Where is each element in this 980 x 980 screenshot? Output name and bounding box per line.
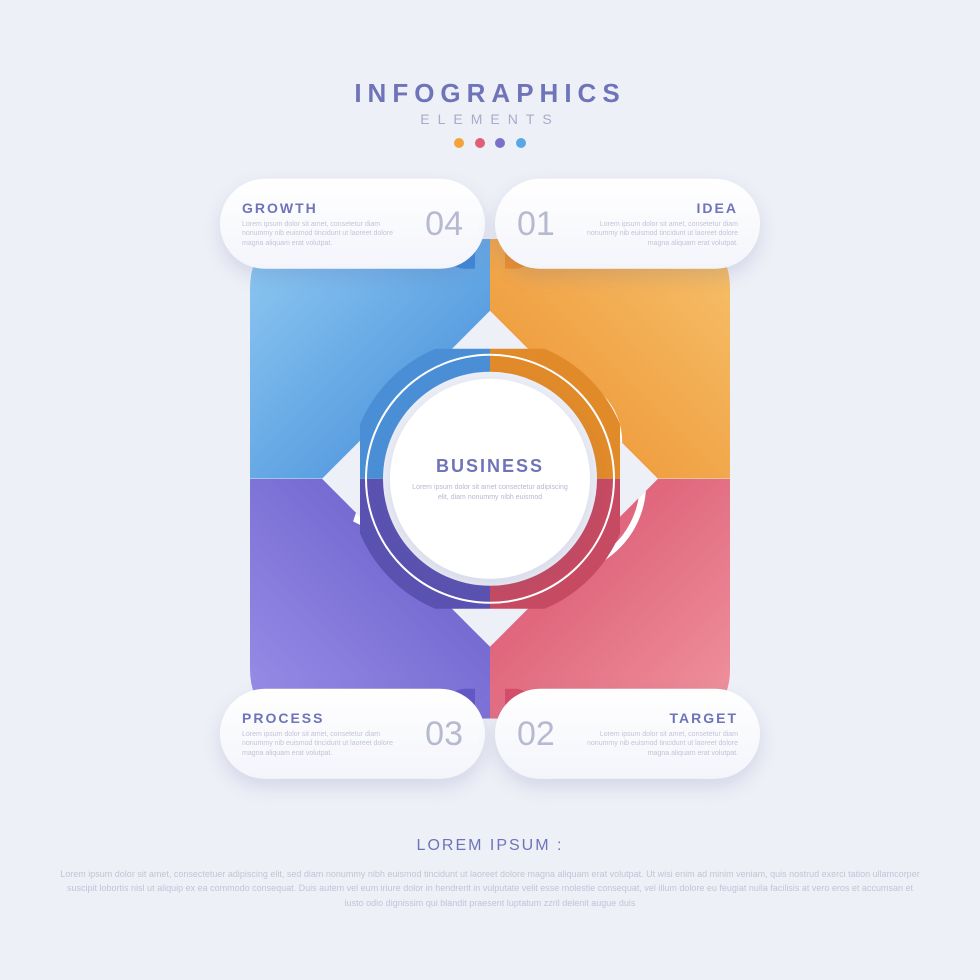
footer: LOREM IPSUM : Lorem ipsum dolor sit amet… [60,837,920,910]
footer-desc: Lorem ipsum dolor sit amet, consectetuer… [60,867,920,910]
label-process: PROCESS [242,710,403,726]
label-growth: GROWTH [242,200,403,216]
pill-target: TARGET Lorem ipsum dolor sit amet, conse… [495,689,760,779]
label-idea: IDEA [577,200,738,216]
header-subtitle: ELEMENTS [0,111,980,127]
pill-growth: GROWTH Lorem ipsum dolor sit amet, conse… [220,179,485,269]
footer-title: LOREM IPSUM : [60,837,920,855]
desc-idea: Lorem ipsum dolor sit amet, consetetur d… [577,220,738,248]
dot-1 [454,138,464,148]
desc-target: Lorem ipsum dolor sit amet, consetetur d… [577,730,738,758]
pill-process: PROCESS Lorem ipsum dolor sit amet, cons… [220,689,485,779]
dot-4 [516,138,526,148]
center-title: BUSINESS [436,456,544,477]
number-target: 02 [517,714,577,753]
center-desc: Lorem ipsum dolor sit amet consectetur a… [408,483,572,503]
label-target: TARGET [577,710,738,726]
header-title: INFOGRAPHICS [0,78,980,109]
header-dots [0,135,980,153]
dot-3 [495,138,505,148]
pill-idea: IDEA Lorem ipsum dolor sit amet, consete… [495,179,760,269]
number-growth: 04 [403,204,463,243]
header: INFOGRAPHICS ELEMENTS [0,78,980,153]
pinwheel-diagram: $ [210,199,770,759]
number-process: 03 [403,714,463,753]
number-idea: 01 [517,204,577,243]
infographic-canvas: INFOGRAPHICS ELEMENTS $ [0,0,980,980]
center-circle: BUSINESS Lorem ipsum dolor sit amet cons… [390,379,590,579]
dot-2 [475,138,485,148]
desc-process: Lorem ipsum dolor sit amet, consetetur d… [242,730,403,758]
desc-growth: Lorem ipsum dolor sit amet, consetetur d… [242,220,403,248]
